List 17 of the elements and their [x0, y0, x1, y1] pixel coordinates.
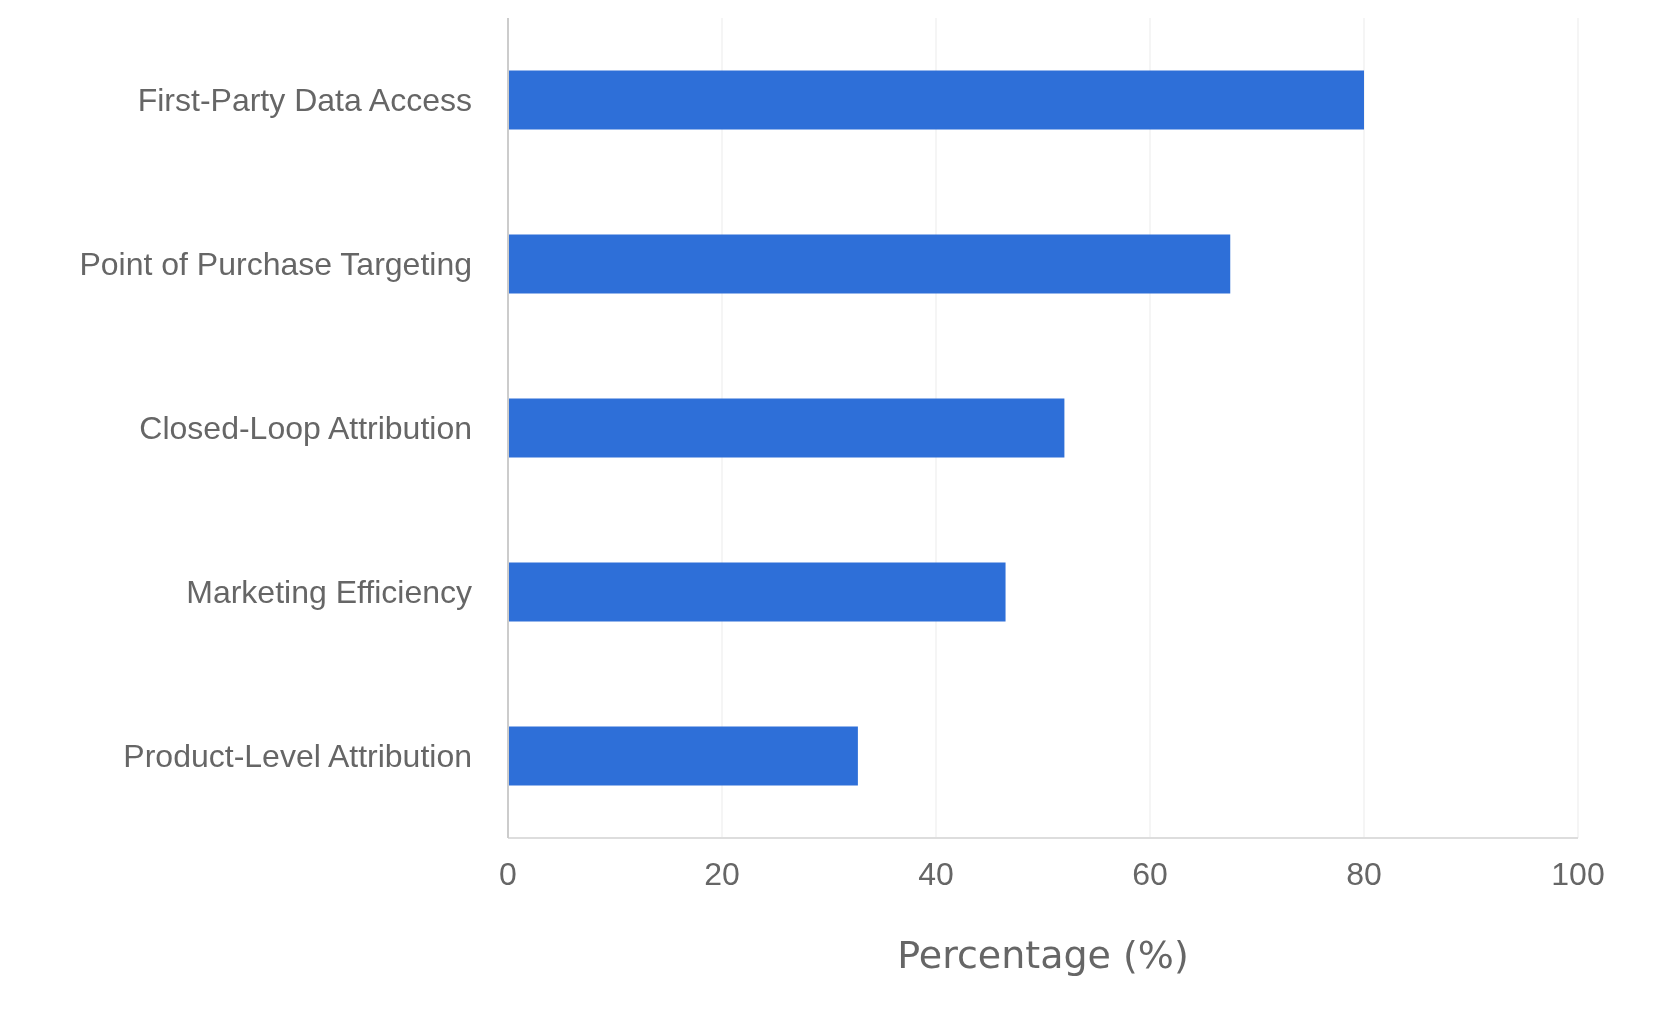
bar	[508, 70, 1364, 130]
x-tick-label: 40	[918, 855, 954, 892]
bar	[508, 234, 1231, 294]
x-axis-title: Percentage (%)	[897, 933, 1189, 977]
bar	[508, 398, 1065, 458]
x-tick-label: 0	[499, 855, 517, 892]
bar	[508, 562, 1006, 622]
y-tick-label: Product-Level Attribution	[123, 738, 472, 775]
x-tick-label: 60	[1132, 855, 1168, 892]
x-tick-label: 80	[1346, 855, 1382, 892]
y-tick-label: First-Party Data Access	[137, 82, 472, 119]
x-tick-label: 20	[704, 855, 740, 892]
y-tick-label: Closed-Loop Attribution	[139, 410, 472, 447]
bar	[508, 726, 858, 786]
y-tick-label: Point of Purchase Targeting	[79, 246, 472, 283]
y-tick-label: Marketing Efficiency	[186, 574, 472, 611]
x-tick-label: 100	[1551, 855, 1605, 892]
